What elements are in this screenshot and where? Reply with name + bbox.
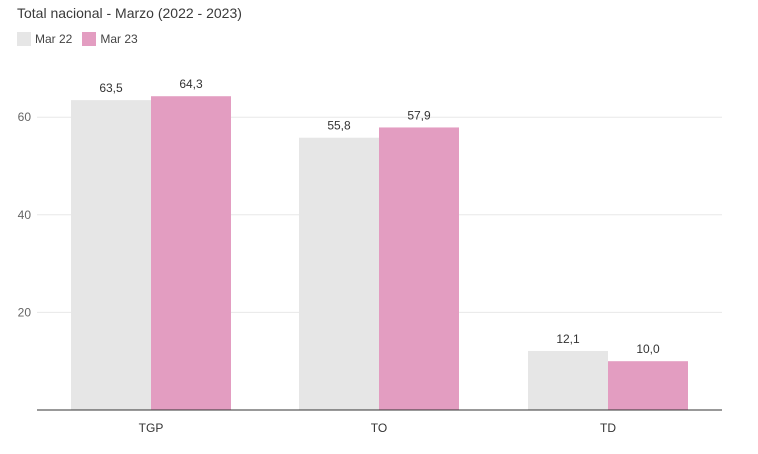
- legend-swatch-mar-22: [17, 32, 31, 46]
- legend-label-mar-23: Mar 23: [100, 32, 138, 46]
- bar-to-mar-23: [379, 127, 459, 410]
- data-label-to-mar-23: 57,9: [407, 108, 431, 122]
- data-label-td-mar-23: 10,0: [636, 342, 660, 356]
- data-label-tgp-mar-23: 64,3: [179, 77, 203, 91]
- data-label-td-mar-22: 12,1: [556, 332, 580, 346]
- y-tick-40: 40: [18, 208, 32, 222]
- x-tick-tgp: TGP: [139, 421, 164, 435]
- legend-swatch-mar-23: [82, 32, 97, 46]
- bar-tgp-mar-22: [71, 100, 151, 411]
- x-tick-to: TO: [371, 421, 387, 435]
- bar-tgp-mar-23: [151, 96, 231, 410]
- chart-title: Total nacional - Marzo (2022 - 2023): [17, 5, 242, 21]
- bar-td-mar-23: [608, 361, 688, 410]
- legend-item-mar-22[interactable]: Mar 22: [17, 32, 72, 46]
- bar-td-mar-22: [528, 350, 608, 410]
- y-tick-20: 20: [18, 305, 32, 319]
- data-label-tgp-mar-22: 63,5: [99, 81, 123, 95]
- bar-to-mar-22: [299, 137, 379, 411]
- data-label-to-mar-22: 55,8: [327, 119, 351, 133]
- legend-item-mar-23[interactable]: Mar 23: [82, 32, 138, 46]
- legend: Mar 22 Mar 23: [17, 32, 138, 46]
- x-tick-td: TD: [600, 421, 616, 435]
- y-tick-60: 60: [18, 110, 32, 124]
- legend-label-mar-22: Mar 22: [35, 32, 73, 46]
